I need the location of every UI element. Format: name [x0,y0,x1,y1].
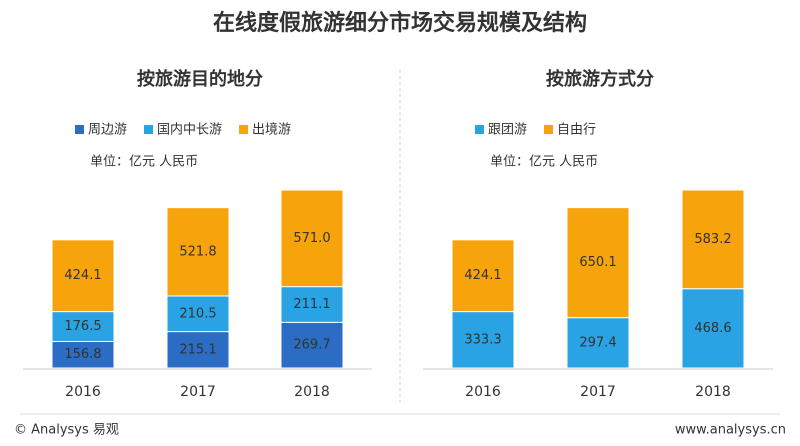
value-label: 333.3 [464,332,501,347]
value-label: 650.1 [579,255,616,270]
value-label: 468.6 [694,321,731,336]
legend-label: 跟团游 [488,123,527,138]
bar-segment [51,340,115,369]
legend-label: 出境游 [252,123,291,138]
legend-swatch [144,125,154,134]
chart-title: 按旅游目的地分 [137,68,263,90]
value-label: 211.1 [293,297,330,312]
value-label: 583.2 [694,232,731,247]
bar-segment [166,331,230,369]
x-tick-label: 2018 [695,384,731,400]
legend-swatch [475,125,484,134]
bar-segment [51,239,115,313]
footer-right: www.analysys.cn [675,423,786,438]
bar-segment [166,295,230,333]
legend-label: 国内中长游 [157,122,222,138]
x-tick-label: 2017 [180,384,216,400]
bar-segment [166,207,230,297]
bar-segment [451,311,515,369]
value-label: 215.1 [179,342,216,357]
value-label: 521.8 [179,244,216,259]
legend-swatch [544,125,554,134]
bar-segment [280,321,344,369]
legend-label: 周边游 [88,123,127,138]
value-label: 424.1 [64,268,101,283]
bar-segment [280,286,344,323]
unit-label: 单位：亿元 人民币 [490,155,598,170]
x-tick-label: 2018 [294,384,330,400]
unit-label: 单位：亿元 人民币 [90,155,198,170]
legend-swatch [239,125,249,134]
value-label: 424.1 [464,268,501,283]
value-label: 297.4 [579,335,616,350]
x-tick-label: 2016 [465,384,501,400]
value-label: 571.0 [293,231,330,246]
bar-segment [566,317,630,369]
bar-segment [451,239,515,313]
value-label: 210.5 [179,306,216,321]
x-tick-label: 2017 [580,384,616,400]
bar-segment [566,207,630,319]
value-label: 269.7 [293,338,330,353]
value-label: 176.5 [64,319,101,334]
page-title: 在线度假旅游细分市场交易规模及结构 [213,10,587,36]
legend-swatch [75,125,84,134]
chart-title: 按旅游方式分 [546,68,654,90]
bar-segment [681,189,745,290]
bar-segment [280,189,344,288]
legend-label: 自由行 [557,123,596,138]
value-label: 156.8 [64,347,101,362]
footer-left: © Analysys 易观 [14,423,119,438]
bar-segment [681,288,745,369]
x-tick-label: 2016 [65,384,101,400]
